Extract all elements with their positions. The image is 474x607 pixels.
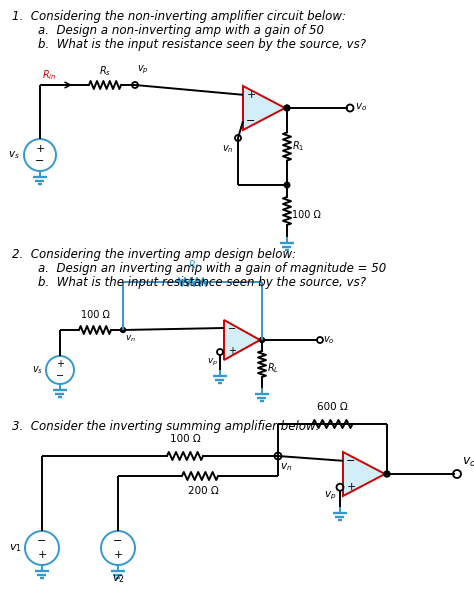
Text: 3.  Consider the inverting summing amplifier below:: 3. Consider the inverting summing amplif…: [12, 420, 319, 433]
Text: $v_p$: $v_p$: [137, 64, 149, 76]
Circle shape: [384, 471, 390, 477]
Text: −: −: [246, 116, 255, 126]
Text: −: −: [56, 371, 64, 381]
Circle shape: [120, 328, 126, 333]
Text: −: −: [37, 536, 46, 546]
Text: b.  What is the input resistance seen by the source, vs?: b. What is the input resistance seen by …: [38, 276, 366, 289]
Text: −: −: [113, 536, 123, 546]
Text: 600 Ω: 600 Ω: [317, 402, 348, 412]
Text: $R_L$: $R_L$: [267, 361, 279, 375]
Text: $v_s$: $v_s$: [8, 149, 20, 161]
Text: 1.  Considering the non-inverting amplifier circuit below:: 1. Considering the non-inverting amplifi…: [12, 10, 346, 23]
Text: $v_s$: $v_s$: [32, 364, 43, 376]
Text: −: −: [346, 456, 356, 466]
Text: a.  Design an inverting amp with a gain of magnitude = 50: a. Design an inverting amp with a gain o…: [38, 262, 386, 275]
Text: −: −: [35, 157, 45, 166]
Text: 100 Ω: 100 Ω: [292, 210, 321, 220]
Text: +: +: [35, 144, 45, 154]
Text: $v_p$: $v_p$: [207, 357, 218, 368]
Text: 100 Ω: 100 Ω: [81, 310, 109, 320]
Text: $v_o$: $v_o$: [462, 455, 474, 469]
Circle shape: [284, 105, 290, 111]
Text: +: +: [228, 346, 236, 356]
Text: $v_n$: $v_n$: [125, 334, 136, 345]
Circle shape: [259, 337, 264, 342]
Text: $v_1$: $v_1$: [9, 542, 22, 554]
Text: +: +: [37, 550, 46, 560]
Text: $R_{in}$: $R_{in}$: [42, 68, 56, 82]
Text: $v_2$: $v_2$: [112, 573, 124, 585]
Text: +: +: [246, 90, 255, 100]
Text: +: +: [346, 482, 356, 492]
Text: 100 Ω: 100 Ω: [170, 434, 201, 444]
Circle shape: [284, 105, 290, 111]
Text: b.  What is the input resistance seen by the source, vs?: b. What is the input resistance seen by …: [38, 38, 366, 51]
Text: +: +: [113, 550, 123, 560]
Text: $R_s$: $R_s$: [99, 64, 111, 78]
Text: $v_o$: $v_o$: [323, 334, 335, 346]
Text: $v_p$: $v_p$: [324, 489, 336, 501]
Polygon shape: [343, 452, 385, 496]
Text: 200 Ω: 200 Ω: [188, 486, 219, 496]
Text: a.  Design a non-inverting amp with a gain of 50: a. Design a non-inverting amp with a gai…: [38, 24, 324, 37]
Text: 2.  Considering the inverting amp design below:: 2. Considering the inverting amp design …: [12, 248, 296, 261]
Text: $R_1$: $R_1$: [292, 140, 304, 154]
Polygon shape: [243, 86, 285, 130]
Text: $R_f$: $R_f$: [189, 258, 201, 272]
Text: +: +: [56, 359, 64, 370]
Text: $v_n$: $v_n$: [280, 461, 292, 473]
Circle shape: [284, 182, 290, 188]
Text: $v_o$: $v_o$: [355, 101, 367, 113]
Polygon shape: [224, 320, 260, 360]
Text: $v_n$: $v_n$: [222, 143, 234, 155]
Text: −: −: [228, 324, 236, 334]
